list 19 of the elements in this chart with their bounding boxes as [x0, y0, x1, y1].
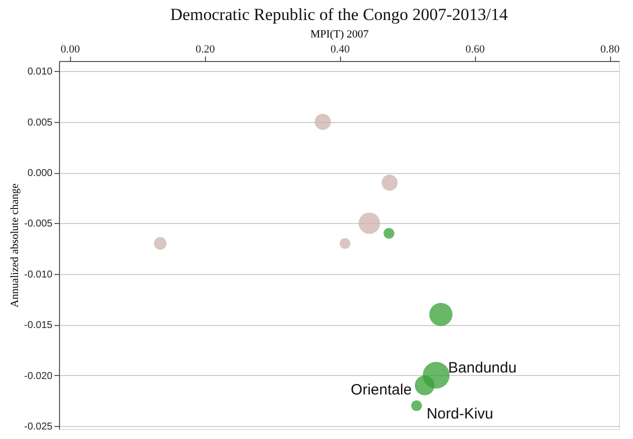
y-tick-label: 0.010: [27, 66, 53, 78]
annotation: Orientale: [350, 381, 412, 398]
x-tick-label: 0.60: [465, 44, 486, 56]
x-tick-label: 0.20: [196, 44, 216, 56]
annotation: Nord-Kivu: [426, 406, 494, 423]
x-axis-title: MPI(T) 2007: [310, 28, 370, 40]
y-tick-label: -0.005: [24, 218, 53, 230]
y-tick-label: -0.015: [24, 320, 53, 332]
annotation: Bandundu: [448, 359, 517, 376]
y-tick-label: 0.005: [27, 117, 53, 128]
y-tick-label: -0.020: [24, 370, 53, 382]
x-tick-label: 0.80: [600, 44, 620, 56]
x-tick-label: 0.00: [60, 44, 80, 56]
y-tick-label: 0.000: [27, 168, 53, 180]
x-tick-label: 0.40: [330, 44, 350, 56]
y-tick-label: -0.010: [24, 269, 53, 280]
chart-title: Democratic Republic of the Congo 2007-2013/14: [170, 5, 508, 24]
y-axis-title: Annualized absolute change: [9, 183, 22, 308]
y-tick-label: -0.025: [24, 421, 53, 432]
